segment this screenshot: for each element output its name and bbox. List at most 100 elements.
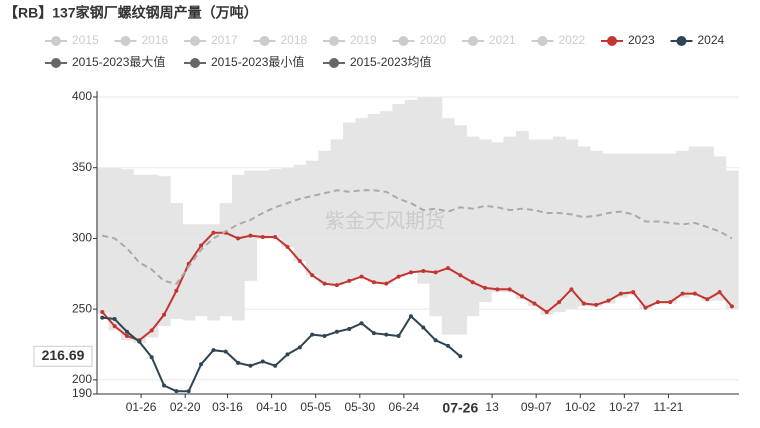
band-range	[145, 174, 159, 338]
x-tick-label: 10-27	[609, 400, 640, 414]
point	[594, 302, 599, 307]
band-range	[231, 174, 245, 321]
point	[149, 328, 154, 333]
legend-marker	[190, 58, 200, 68]
point	[359, 274, 364, 279]
point	[433, 270, 438, 275]
band-range	[441, 118, 455, 335]
legend-marker	[329, 58, 339, 68]
legend-label: 2015-2023最大值	[72, 54, 165, 69]
band-range	[120, 169, 134, 341]
legend-label: 2019	[350, 33, 377, 47]
legend-label: 2020	[420, 33, 447, 47]
point	[408, 270, 413, 275]
y-tick-label: 190	[72, 386, 92, 400]
point	[174, 389, 179, 394]
point	[618, 291, 623, 296]
point	[285, 244, 290, 249]
band-range	[701, 146, 714, 301]
legend-label: 2015-2023均值	[350, 54, 431, 69]
point	[297, 259, 302, 264]
point	[310, 332, 315, 337]
point	[606, 298, 611, 303]
band-range	[688, 146, 702, 295]
legend-label: 2022	[559, 33, 586, 47]
legend-label: 2023	[628, 33, 655, 47]
band-range	[552, 136, 566, 312]
x-tick-label: 10-02	[565, 400, 596, 414]
point	[433, 338, 438, 343]
band-range	[651, 153, 665, 304]
legend-marker	[468, 36, 478, 46]
point	[569, 287, 574, 292]
point	[211, 230, 216, 235]
band-range	[503, 136, 517, 293]
point	[421, 268, 426, 273]
legend-marker	[51, 36, 61, 46]
x-tick-label: 05-30	[344, 400, 375, 414]
band-range	[306, 160, 319, 276]
band-range	[96, 167, 109, 314]
band-range	[577, 146, 591, 307]
point	[717, 290, 722, 295]
legend-marker	[120, 36, 131, 46]
point	[680, 291, 685, 296]
point	[124, 334, 129, 339]
band-range	[454, 125, 468, 335]
band-range	[380, 111, 393, 284]
point	[557, 300, 562, 305]
legend-marker	[259, 36, 270, 46]
point	[273, 235, 278, 240]
point	[285, 352, 290, 357]
x-tick-label: 11-21	[654, 400, 684, 414]
crosshair-y-label: 216.69	[42, 347, 85, 363]
point	[483, 285, 488, 290]
x-tick-label: 03-16	[212, 400, 243, 414]
band-range	[565, 139, 579, 310]
point	[248, 233, 253, 238]
crosshair-x-box	[436, 397, 485, 419]
band-range	[466, 136, 480, 317]
point	[162, 383, 167, 388]
band-range	[491, 142, 505, 293]
point	[124, 329, 129, 334]
point	[470, 280, 475, 285]
band-range	[244, 170, 258, 281]
x-tick-label: 06-24	[389, 400, 420, 414]
band-range	[676, 150, 690, 298]
point	[112, 317, 117, 322]
band-range	[293, 164, 307, 262]
point	[174, 288, 179, 293]
series-line	[102, 314, 461, 393]
band-range	[639, 153, 653, 310]
point	[643, 305, 648, 310]
point	[495, 287, 500, 292]
point	[199, 243, 204, 248]
point	[359, 321, 364, 326]
point	[581, 301, 586, 306]
band-range	[108, 167, 122, 331]
band-range	[515, 130, 529, 300]
band-range	[540, 139, 554, 315]
point	[334, 283, 339, 288]
band-range	[219, 203, 233, 317]
mean-line	[102, 189, 733, 285]
legend-marker	[51, 58, 61, 68]
point	[458, 273, 463, 278]
point	[655, 300, 660, 305]
point	[347, 326, 352, 331]
band-range	[318, 150, 332, 284]
band-range	[602, 153, 616, 304]
point	[532, 301, 537, 306]
legend-marker	[537, 36, 548, 46]
x-tick-label: 13	[485, 400, 499, 414]
x-tick-label: 04-10	[256, 400, 287, 414]
legend-label: 2018	[281, 33, 308, 47]
point	[705, 297, 710, 302]
legend-label: 2015	[72, 33, 99, 47]
band-range	[182, 224, 196, 321]
band-range	[664, 153, 677, 304]
legend-marker	[329, 36, 339, 46]
band-range	[589, 150, 603, 307]
